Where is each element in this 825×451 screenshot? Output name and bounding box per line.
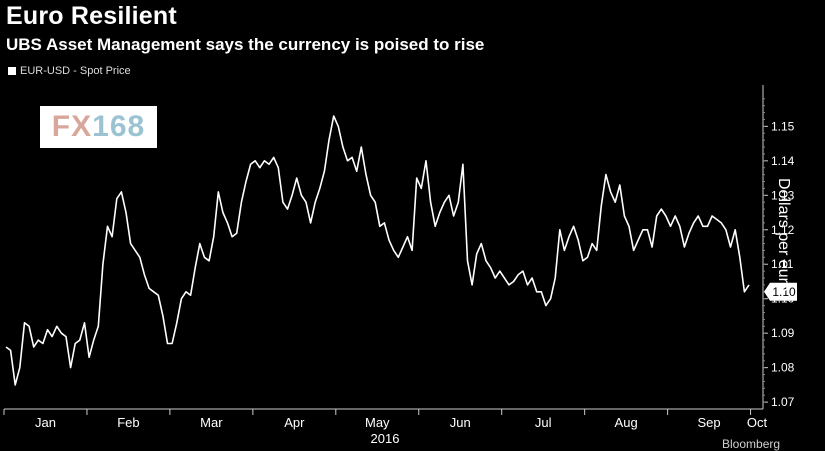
watermark-logo: FX 168 [40,106,157,148]
legend-swatch [8,67,16,75]
x-tick-label: Apr [284,415,305,430]
x-tick-label: Mar [200,415,223,430]
y-tick-label: 1.09 [771,326,795,340]
chart-title: Euro Resilient [6,2,177,30]
y-tick-label: 1.13 [771,188,795,202]
x-tick-label: Oct [747,415,768,430]
x-tick-label: May [365,415,390,430]
x-tick-label: Jun [450,415,471,430]
x-axis-year-label: 2016 [371,431,400,446]
x-tick-label: Jan [35,415,56,430]
x-tick-label: Jul [535,415,552,430]
x-tick-label: Sep [698,415,721,430]
legend: EUR-USD - Spot Price [8,65,131,77]
last-value-label: 1.10 [772,285,796,299]
y-tick-label: 1.12 [771,223,795,237]
legend-label: EUR-USD - Spot Price [20,65,131,77]
x-tick-label: Feb [117,415,139,430]
y-tick-label: 1.08 [771,361,795,375]
x-tick-label: Aug [615,415,638,430]
y-tick-label: 1.14 [771,154,795,168]
y-tick-label: 1.11 [771,257,794,271]
chart-subtitle: UBS Asset Management says the currency i… [6,35,485,54]
y-tick-label: 1.07 [771,395,795,409]
source-credit: Bloomberg [722,437,781,451]
y-tick-label: 1.15 [771,119,795,133]
last-value-tag [764,282,797,301]
y-axis-label: Dollars per euro [775,178,792,292]
series-line-eur-usd [5,115,750,386]
